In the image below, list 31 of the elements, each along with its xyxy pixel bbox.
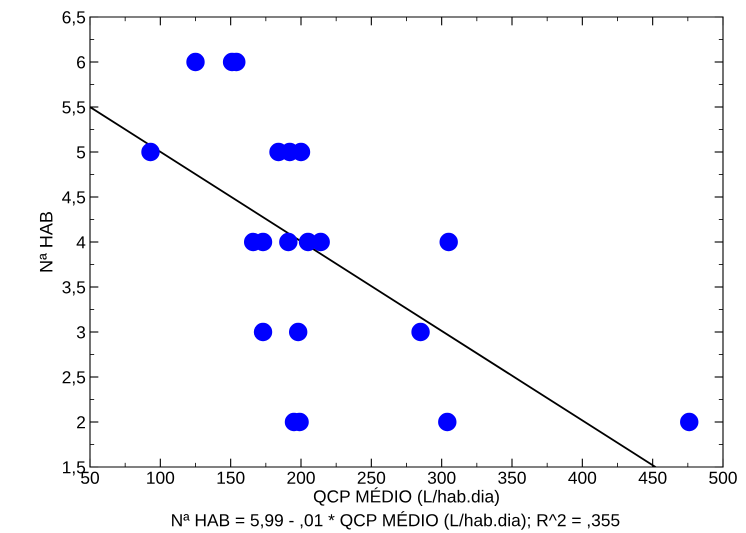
point (141, 142, 160, 162)
y-tick-label: 4,5 (62, 191, 86, 206)
x-axis-title: QCP MÉDIO (L/hab.dia) (314, 487, 499, 506)
point (288, 322, 308, 342)
y-tick-label: 3,5 (62, 281, 86, 296)
x-tick-label: 500 (709, 472, 737, 484)
x-tick-label: 200 (287, 472, 315, 484)
point (680, 412, 698, 432)
y-tick-label: 5,5 (62, 101, 86, 116)
point (186, 52, 205, 72)
x-tick-label: 400 (568, 472, 596, 484)
y-tick-label: 2,5 (62, 371, 86, 386)
point (411, 322, 430, 342)
x-tick-label: 350 (498, 472, 526, 484)
y-tick-label: 5 (76, 146, 86, 158)
y-axis-title: Nª HAB (40, 212, 52, 272)
y-tick-label: 3 (76, 326, 86, 338)
x-tick-label: 450 (638, 472, 666, 484)
point (440, 232, 458, 252)
y-tick-label: 6,5 (62, 11, 86, 26)
x-tick-label: 250 (358, 472, 386, 484)
text: Nª HAB = 5,99 - ,01 * QCP MÉDIO (L/hab.dia); R^2 = ,355 (172, 511, 620, 530)
x-tick-label: 100 (147, 472, 174, 484)
x-tick-label: 150 (218, 472, 244, 484)
y-tick-label: 2 (77, 416, 85, 428)
y-tick-label: 6 (77, 56, 86, 68)
point (279, 232, 298, 252)
point (254, 322, 272, 342)
x-tick-label: 300 (428, 472, 456, 484)
point (438, 412, 456, 432)
y-tick-label: 4 (76, 236, 86, 248)
